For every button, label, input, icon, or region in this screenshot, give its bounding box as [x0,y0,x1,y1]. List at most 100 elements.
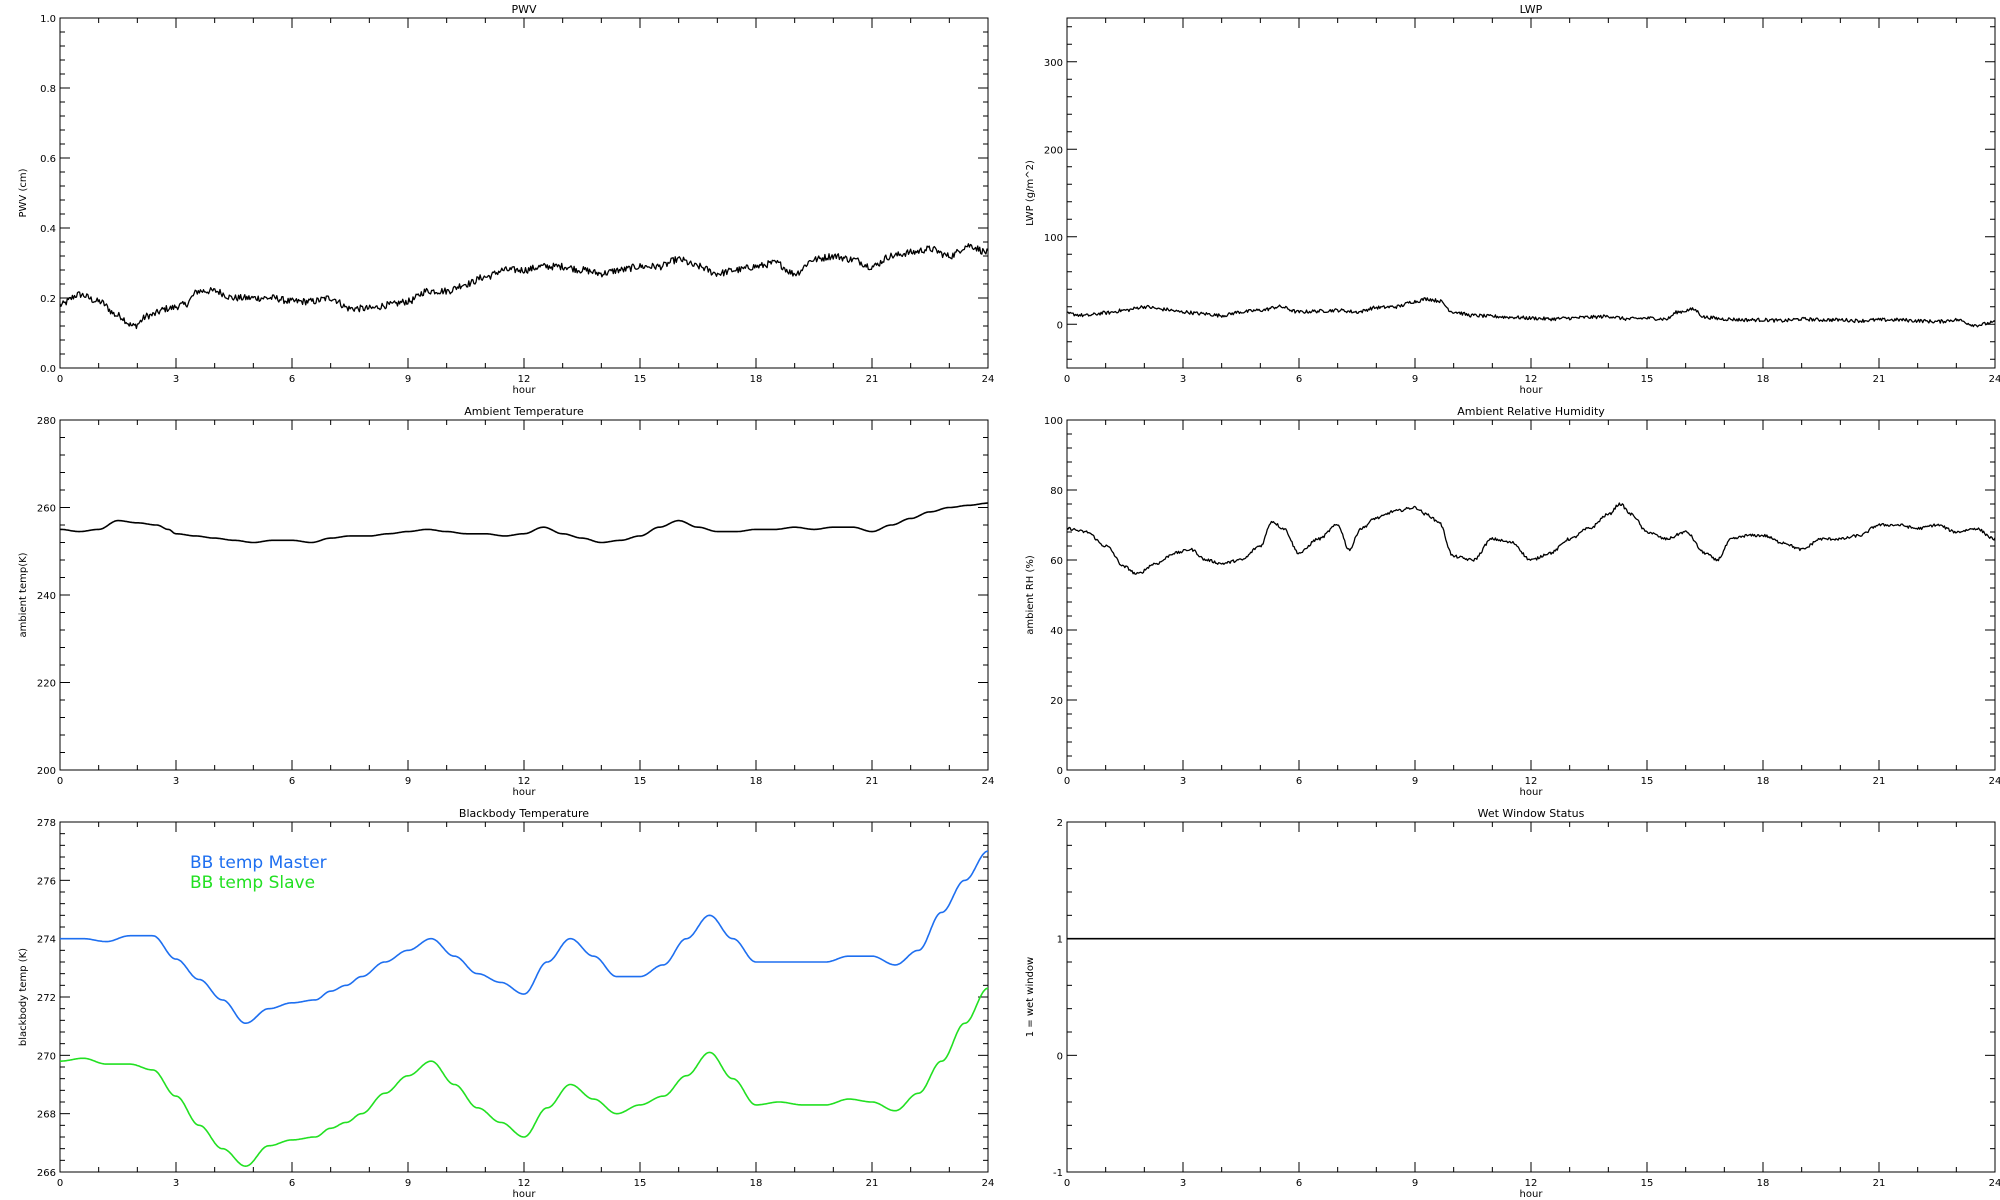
x-tick-label: 18 [750,374,763,385]
y-axis-label: 1 = wet window [1025,957,1036,1037]
series-line-1 [59,243,989,330]
x-tick-label: 3 [173,1178,179,1189]
x-tick-label: 12 [1525,776,1538,787]
y-tick-label: 0 [1057,320,1063,331]
y-tick-label: 270 [37,1051,56,1062]
x-tick-label: 6 [1296,374,1302,385]
x-tick-label: 24 [982,374,995,385]
x-axis-label: hour [1520,787,1544,798]
x-tick-label: 9 [405,1178,411,1189]
y-axis-label: blackbody temp (K) [18,948,29,1046]
plot-frame [59,17,989,369]
series-line-1 [1066,297,1996,328]
x-tick-label: 21 [1873,1178,1886,1189]
x-tick-label: 15 [634,374,647,385]
y-tick-label: 0.4 [40,224,56,235]
x-tick-label: 6 [1296,1178,1302,1189]
y-axis-label: LWP (g/m^2) [1025,160,1036,226]
x-tick-label: 21 [1873,374,1886,385]
series-line-1 [60,502,988,544]
x-tick-label: 3 [173,374,179,385]
chart-panel-4: Ambient Relative Humidity 0 3 6 9 12 15 18 21 24 h… [1025,405,2000,798]
x-tick-label: 21 [866,374,879,385]
x-tick-label: 0 [57,776,63,787]
x-tick-label: 15 [634,776,647,787]
x-tick-label: 9 [1412,1178,1418,1189]
y-tick-label: 200 [1044,145,1063,156]
y-tick-label: 0.0 [40,364,56,375]
x-tick-label: 18 [1757,1178,1770,1189]
x-tick-label: 6 [1296,776,1302,787]
y-tick-label: 100 [1044,233,1063,244]
x-tick-label: 15 [634,1178,647,1189]
y-tick-label: 272 [37,993,56,1004]
x-tick-label: 24 [1989,776,2000,787]
x-tick-label: 12 [1525,374,1538,385]
x-tick-label: 18 [1757,776,1770,787]
y-axis-label: PWV (cm) [18,168,29,217]
x-tick-label: 0 [57,1178,63,1189]
y-tick-label: 1.0 [40,14,56,25]
chart-title: Ambient Temperature [464,405,584,418]
plot-frame [1066,17,1996,369]
plot-frame [59,419,989,771]
y-axis-label: ambient RH (%) [1025,555,1036,635]
y-tick-label: 80 [1050,486,1063,497]
x-axis-label: hour [513,787,537,798]
x-axis-label: hour [1520,385,1544,396]
y-tick-label: 266 [37,1168,56,1179]
x-tick-label: 3 [1180,776,1186,787]
x-tick-label: 24 [1989,374,2000,385]
y-tick-label: 0.6 [40,154,56,165]
y-tick-label: 0 [1057,766,1063,777]
x-tick-label: 0 [57,374,63,385]
x-tick-label: 3 [173,776,179,787]
y-tick-label: 276 [37,876,56,887]
x-tick-label: 24 [982,776,995,787]
x-tick-label: 3 [1180,1178,1186,1189]
y-tick-label: 0 [1057,1051,1063,1062]
plot-frame [1066,821,1996,1173]
x-tick-label: 6 [289,776,295,787]
legend-entry-1: BB temp Master [190,853,327,873]
x-axis-label: hour [1520,1189,1544,1200]
x-tick-label: 21 [866,1178,879,1189]
y-tick-label: 40 [1050,626,1063,637]
x-tick-label: 15 [1641,1178,1654,1189]
y-tick-label: 0.2 [40,294,56,305]
y-tick-label: 268 [37,1110,56,1121]
chart-title: PWV [511,3,537,16]
x-tick-label: 21 [1873,776,1886,787]
chart-panel-2: LWP 0 3 6 9 12 15 18 21 24 hour 0 100 200 300 LWP (g/m^… [1025,3,2000,396]
x-tick-label: 9 [405,374,411,385]
y-tick-label: 280 [37,416,56,427]
chart-title: Ambient Relative Humidity [1457,405,1605,418]
chart-panel-1: PWV 0 3 6 9 12 15 18 21 24 hour 0.0 0.2 0.4 0.6 0.8 1.0 P… [18,3,994,396]
x-tick-label: 15 [1641,374,1654,385]
y-tick-label: 200 [37,766,56,777]
series-line-1 [1066,502,1996,575]
x-axis-label: hour [513,1189,537,1200]
y-tick-label: -1 [1053,1168,1063,1179]
y-tick-label: 240 [37,591,56,602]
y-tick-label: 1 [1057,935,1063,946]
x-tick-label: 24 [1989,1178,2000,1189]
chart-title: Blackbody Temperature [459,807,589,820]
x-tick-label: 3 [1180,374,1186,385]
x-tick-label: 18 [750,1178,763,1189]
x-axis-label: hour [513,385,537,396]
y-tick-label: 220 [37,679,56,690]
chart-panel-3: Ambient Temperature 0 3 6 9 12 15 18 21 24 hour 200… [18,405,994,798]
y-tick-label: 100 [1044,416,1063,427]
y-tick-label: 260 [37,504,56,515]
x-tick-label: 21 [866,776,879,787]
y-tick-label: 278 [37,818,56,829]
chart-title: Wet Window Status [1478,807,1585,820]
y-tick-label: 20 [1050,696,1063,707]
y-tick-label: 300 [1044,58,1063,69]
series-line-2 [60,987,989,1167]
x-tick-label: 6 [289,1178,295,1189]
y-tick-label: 2 [1057,818,1063,829]
